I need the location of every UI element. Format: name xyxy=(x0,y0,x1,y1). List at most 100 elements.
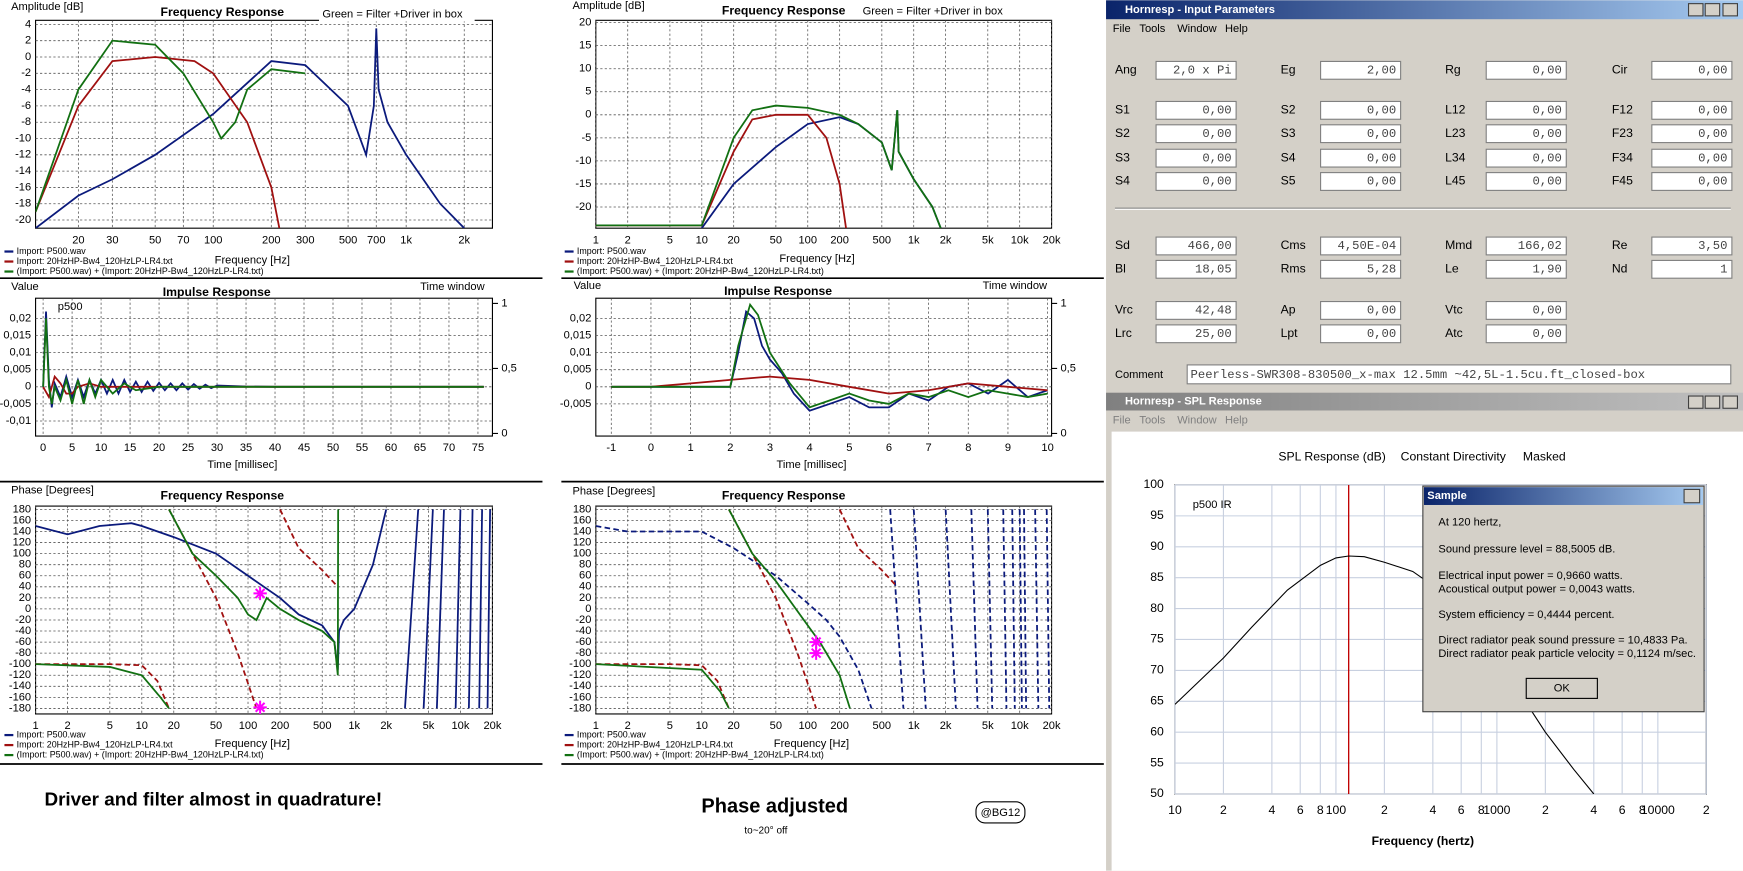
x-tick-label: 2 xyxy=(1703,803,1710,817)
param-field[interactable] xyxy=(1485,236,1567,256)
series-line xyxy=(35,509,340,709)
param-label: Vtc xyxy=(1445,303,1463,317)
param-field[interactable] xyxy=(1155,60,1237,80)
y-axis-label: Value xyxy=(11,281,39,293)
window-buttons xyxy=(1687,3,1738,409)
param-field[interactable] xyxy=(1651,259,1733,279)
y-tick-label: -80 xyxy=(15,647,31,659)
param-field[interactable] xyxy=(1651,172,1733,191)
legend-label: (Import: P500.wav) + (Import: 20HzHP-Bw4… xyxy=(17,266,264,276)
param-field[interactable] xyxy=(1155,100,1237,120)
y-tick-label: -100 xyxy=(569,658,591,670)
series-line xyxy=(611,375,1048,395)
x-tick-label: 3 xyxy=(767,442,773,454)
y-tick-label: 80 xyxy=(579,559,591,571)
param-field[interactable] xyxy=(1155,148,1237,168)
param-label: Re xyxy=(1612,238,1628,252)
x-tick-label: 8 xyxy=(965,442,971,454)
chart-title: SPL Response (dB) xyxy=(1278,449,1386,463)
x-tick-label: 5k xyxy=(982,234,994,246)
x-tick-label: 1k xyxy=(348,720,360,732)
param-field[interactable] xyxy=(1155,172,1237,191)
menu-item[interactable]: Help xyxy=(1225,414,1248,426)
param-field[interactable] xyxy=(1651,148,1733,168)
param-field[interactable] xyxy=(1485,148,1567,168)
menu-item[interactable]: File xyxy=(1113,414,1131,426)
minimize-button[interactable] xyxy=(1687,3,1704,17)
param-field[interactable] xyxy=(1485,60,1567,80)
menu-item[interactable]: Help xyxy=(1225,23,1248,35)
y-tick-label: 85 xyxy=(1150,570,1164,584)
plot-area xyxy=(595,505,1053,715)
caption: Phase adjusted xyxy=(701,796,848,818)
param-field[interactable] xyxy=(1155,300,1237,320)
x-tick-label: 7 xyxy=(926,442,932,454)
title-bar xyxy=(1106,392,1743,411)
y-tick-label: -40 xyxy=(575,625,591,637)
legend-label: (Import: P500.wav) + (Import: 20HzHP-Bw4… xyxy=(17,749,264,759)
param-value: 1 xyxy=(1720,263,1727,277)
ok-button[interactable] xyxy=(1525,677,1598,699)
param-value: 0,00 xyxy=(1532,104,1561,118)
param-field[interactable] xyxy=(1651,236,1733,256)
param-field[interactable] xyxy=(1155,124,1237,144)
param-field[interactable] xyxy=(1320,124,1402,144)
dialog-close[interactable] xyxy=(1683,488,1701,504)
y-tick-label: 50 xyxy=(1150,786,1164,800)
x-tick-label: 5 xyxy=(667,720,673,732)
signature: @BG12 xyxy=(981,807,1021,819)
series-line xyxy=(42,374,484,400)
param-field[interactable] xyxy=(1320,148,1402,168)
param-field[interactable] xyxy=(1155,324,1237,344)
param-value: 3,50 xyxy=(1698,239,1727,253)
x-tick-label: 0 xyxy=(40,442,46,454)
param-field[interactable] xyxy=(1320,236,1402,256)
param-field[interactable] xyxy=(1485,259,1567,279)
param-value: 0,00 xyxy=(1202,104,1231,118)
menu-item[interactable]: Tools xyxy=(1139,414,1165,426)
y-tick-label: 0 xyxy=(585,109,591,121)
param-field[interactable] xyxy=(1485,324,1567,344)
menu-item[interactable]: Tools xyxy=(1139,23,1165,35)
param-field[interactable] xyxy=(1320,100,1402,120)
minimize-button[interactable] xyxy=(1687,395,1704,409)
param-field[interactable] xyxy=(1155,236,1237,256)
close-button[interactable] xyxy=(1722,395,1738,409)
x-tick-label: 20 xyxy=(728,234,740,246)
param-field[interactable] xyxy=(1485,100,1567,120)
param-field[interactable] xyxy=(1320,259,1402,279)
maximize-button[interactable] xyxy=(1704,395,1721,409)
y-tick-label: 60 xyxy=(579,570,591,582)
chart-title: Frequency Response xyxy=(161,488,285,502)
param-value: 0,00 xyxy=(1367,327,1396,341)
comment-field[interactable] xyxy=(1186,364,1732,385)
close-button[interactable] xyxy=(1722,3,1738,17)
param-field[interactable] xyxy=(1320,300,1402,320)
x-tick-label: 10 xyxy=(696,234,708,246)
param-field[interactable] xyxy=(1485,172,1567,191)
x-tick-label: -1 xyxy=(606,442,616,454)
x-axis-label: Frequency (hertz) xyxy=(1372,834,1475,848)
maximize-button[interactable] xyxy=(1704,3,1721,17)
param-field[interactable] xyxy=(1651,60,1733,80)
param-field[interactable] xyxy=(1320,172,1402,191)
param-value: 2,00 xyxy=(1367,64,1396,78)
param-field[interactable] xyxy=(1320,324,1402,344)
menu-item[interactable]: Window xyxy=(1177,23,1217,35)
x-tick-label: 10 xyxy=(696,720,708,732)
param-field[interactable] xyxy=(1485,124,1567,144)
param-label: F34 xyxy=(1612,150,1633,164)
chart-subtitle: Masked xyxy=(1523,449,1566,463)
param-field[interactable] xyxy=(1651,124,1733,144)
param-field[interactable] xyxy=(1485,300,1567,320)
menu-item[interactable]: File xyxy=(1113,23,1131,35)
menu-item[interactable]: Window xyxy=(1177,414,1217,426)
series-line xyxy=(611,309,1048,412)
param-field[interactable] xyxy=(1651,100,1733,120)
param-field[interactable] xyxy=(1155,259,1237,279)
param-label: L23 xyxy=(1445,126,1466,140)
param-label: Mmd xyxy=(1445,238,1472,252)
param-field[interactable] xyxy=(1320,60,1402,80)
y-tick-label: -120 xyxy=(569,669,591,681)
legend-label: Import: P500.wav xyxy=(17,729,87,739)
